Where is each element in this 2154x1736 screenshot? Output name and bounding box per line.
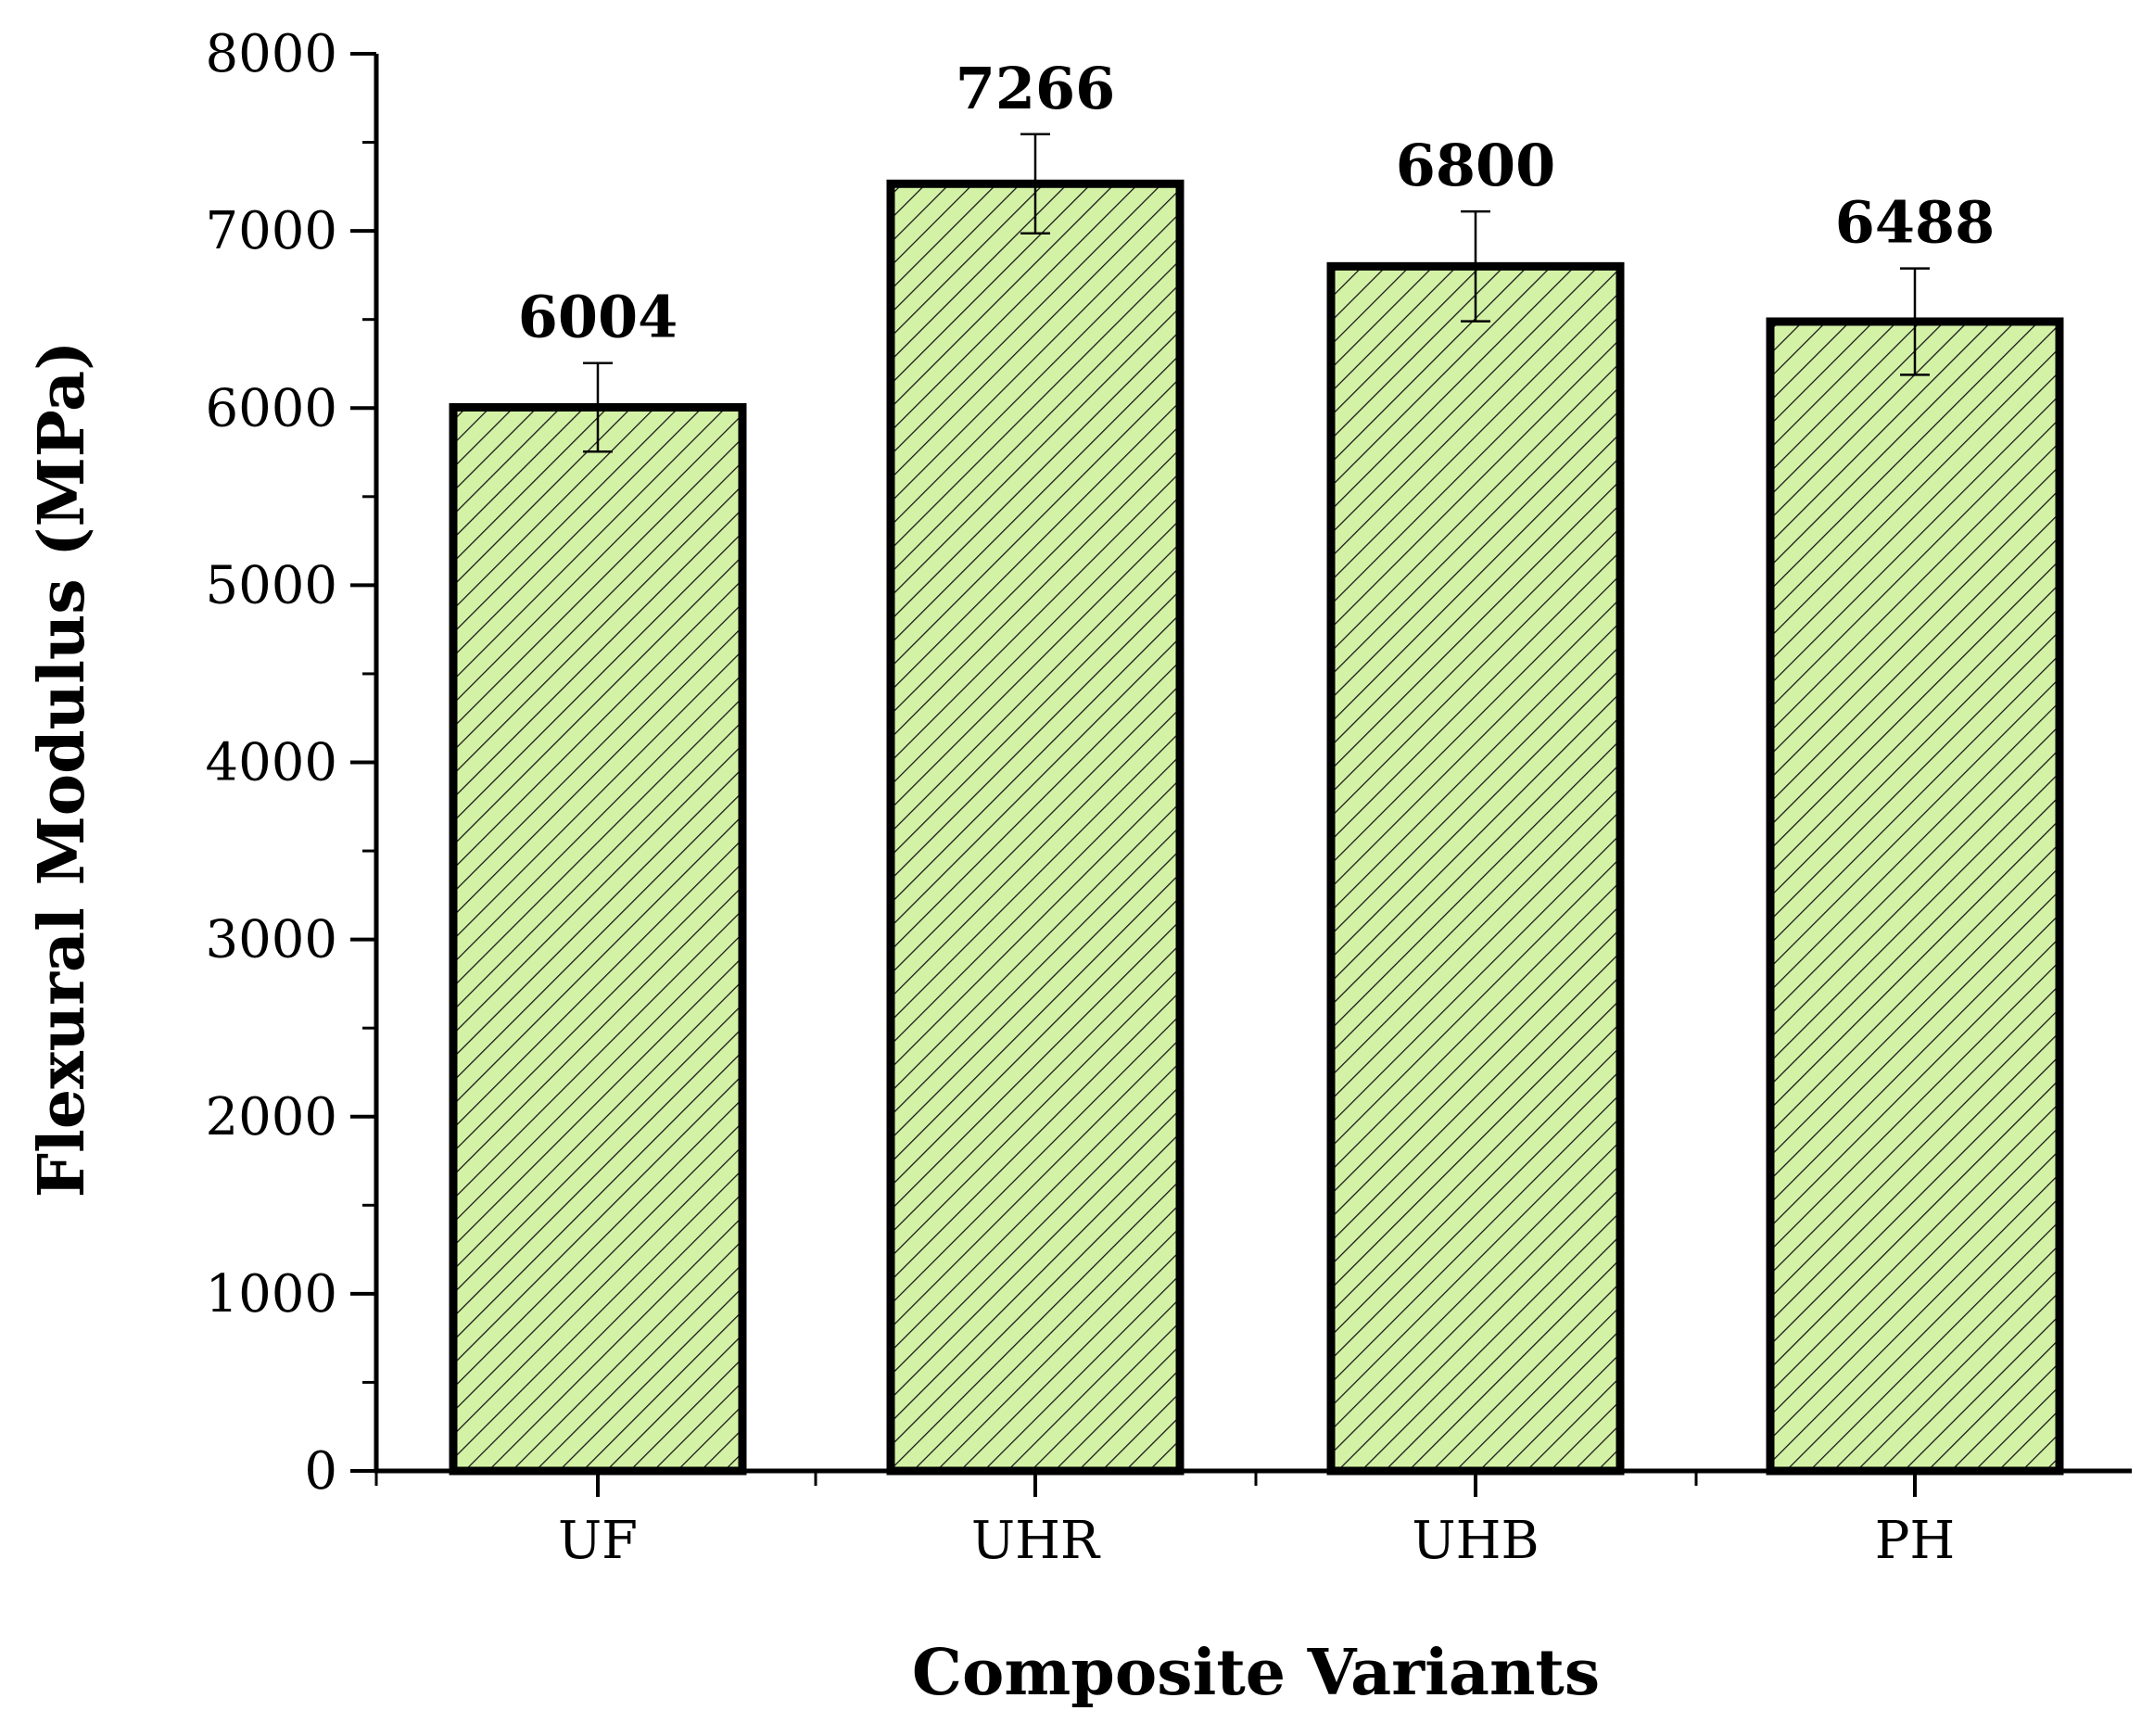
bar-uf xyxy=(449,402,747,1476)
bar-ph xyxy=(1766,317,2064,1476)
y-tick-label: 2000 xyxy=(205,1087,337,1147)
y-axis-title: Flexural Modulus (MPa) xyxy=(25,341,99,1198)
y-tick-label: 0 xyxy=(304,1441,337,1502)
y-tick-label: 5000 xyxy=(205,555,337,615)
value-label-uf: 6004 xyxy=(518,284,678,351)
plot-area: 0 1000 2000 3000 4000 5000 6000 7000 8000 6004 UF 7… xyxy=(205,24,2132,1571)
y-tick-label: 1000 xyxy=(205,1264,337,1324)
x-tick-label-ph: PH xyxy=(1875,1511,1956,1571)
y-tick-label: 3000 xyxy=(205,910,337,970)
value-label-ph: 6488 xyxy=(1835,189,1996,257)
y-tick-label: 7000 xyxy=(205,201,337,261)
x-tick-label-uhb: UHB xyxy=(1412,1511,1539,1571)
x-tick-label-uf: UF xyxy=(558,1511,638,1571)
bar-uhr xyxy=(886,179,1185,1476)
bar-uhb xyxy=(1326,261,1625,1476)
x-tick-label-uhr: UHR xyxy=(971,1511,1101,1571)
x-axis-title: Composite Variants xyxy=(912,1636,1600,1710)
value-label-uhb: 6800 xyxy=(1396,132,1556,199)
y-tick-label: 4000 xyxy=(205,733,337,793)
y-tick-label: 6000 xyxy=(205,378,337,438)
y-tick-label: 8000 xyxy=(205,24,337,84)
value-label-uhr: 7266 xyxy=(956,55,1116,122)
